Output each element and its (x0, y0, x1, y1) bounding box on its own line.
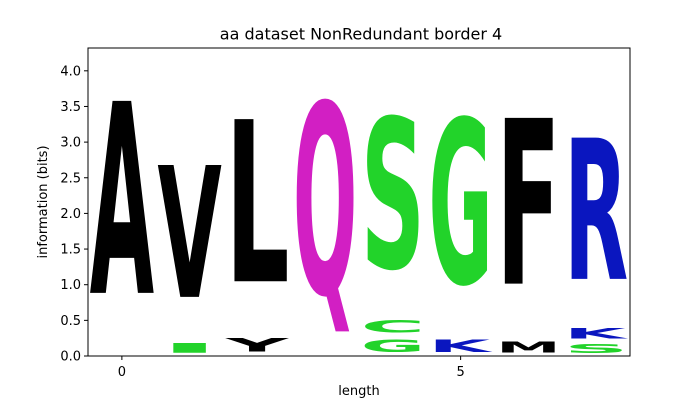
logo-letter-k: K (564, 326, 628, 342)
plot-frame (87, 47, 631, 357)
logo-letter-g: G (361, 337, 425, 356)
logo-letter-i: I (157, 340, 221, 356)
x-tick-label: 5 (456, 365, 464, 380)
y-tick-label: 3.5 (60, 100, 81, 115)
logo-letter-l: L (225, 75, 289, 334)
y-tick-label: 3.0 (60, 136, 81, 151)
y-axis-label: information (bits) (36, 145, 51, 258)
logo-letter-g: G (428, 73, 492, 336)
x-tick-label: 0 (118, 365, 126, 380)
logo-letter-r: R (564, 100, 628, 326)
logo-letter-y: Y (225, 335, 290, 357)
x-axis-label: length (338, 384, 379, 399)
logo-letter-f: F (496, 75, 560, 339)
logo-letter-v: V (157, 130, 221, 341)
logo-letter-k: K (428, 337, 493, 356)
logo-letter-q: Q (293, 51, 357, 355)
logo-letter-s: S (564, 342, 628, 356)
y-axis: 0.0 0.5 1.0 1.5 2.0 2.5 3.0 3.5 4.0 (60, 64, 88, 365)
y-tick-label: 0.5 (60, 314, 81, 329)
logo-letter-m: M (496, 338, 560, 356)
logo-letter-s: S (361, 78, 425, 317)
y-tick-label: 1.0 (60, 278, 81, 293)
logo-letter-c: C (361, 317, 425, 337)
logo-letter-a: A (90, 50, 154, 356)
y-tick-label: 4.0 (60, 64, 81, 79)
y-tick-label: 1.5 (60, 243, 81, 258)
y-tick-label: 2.0 (60, 207, 81, 222)
y-tick-label: 2.5 (60, 171, 81, 186)
y-tick-label: 0.0 (60, 350, 81, 365)
chart-title: aa dataset NonRedundant border 4 (220, 25, 502, 44)
